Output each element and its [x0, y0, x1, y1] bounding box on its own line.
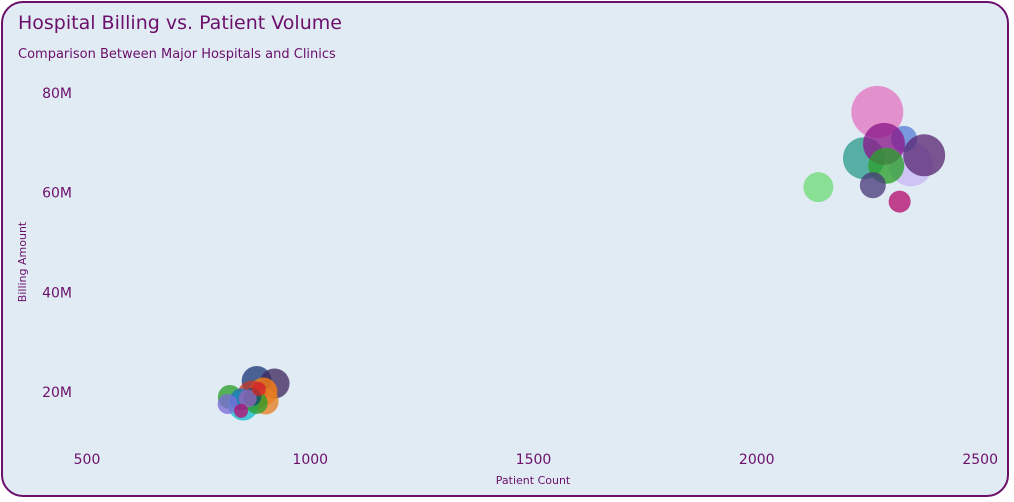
y-tick-label: 20M	[42, 385, 72, 401]
data-point[interactable]	[251, 382, 266, 397]
x-tick-label: 2000	[739, 452, 775, 468]
y-tick-label: 40M	[42, 285, 72, 301]
x-axis-ticks: 500 1000 1500 2000 2500	[74, 452, 998, 468]
x-axis-label: Patient Count	[496, 474, 571, 487]
data-points	[217, 85, 946, 421]
y-axis-label: Billing Amount	[16, 221, 29, 302]
y-axis-ticks: 20M 40M 60M 80M	[42, 86, 72, 401]
data-point[interactable]	[803, 172, 834, 203]
x-tick-label: 500	[74, 452, 101, 468]
data-point[interactable]	[238, 389, 257, 408]
y-tick-label: 60M	[42, 186, 72, 202]
data-point[interactable]	[234, 403, 249, 418]
chart-title: Hospital Billing vs. Patient Volume	[18, 12, 342, 34]
data-point[interactable]	[217, 393, 238, 414]
data-point[interactable]	[888, 190, 911, 213]
x-tick-label: 1500	[516, 452, 552, 468]
y-tick-label: 80M	[42, 86, 72, 102]
x-tick-label: 2500	[962, 452, 998, 468]
data-point[interactable]	[903, 134, 946, 177]
data-point[interactable]	[859, 172, 886, 199]
x-tick-label: 1000	[292, 452, 328, 468]
chart-subtitle: Comparison Between Major Hospitals and C…	[18, 47, 336, 62]
